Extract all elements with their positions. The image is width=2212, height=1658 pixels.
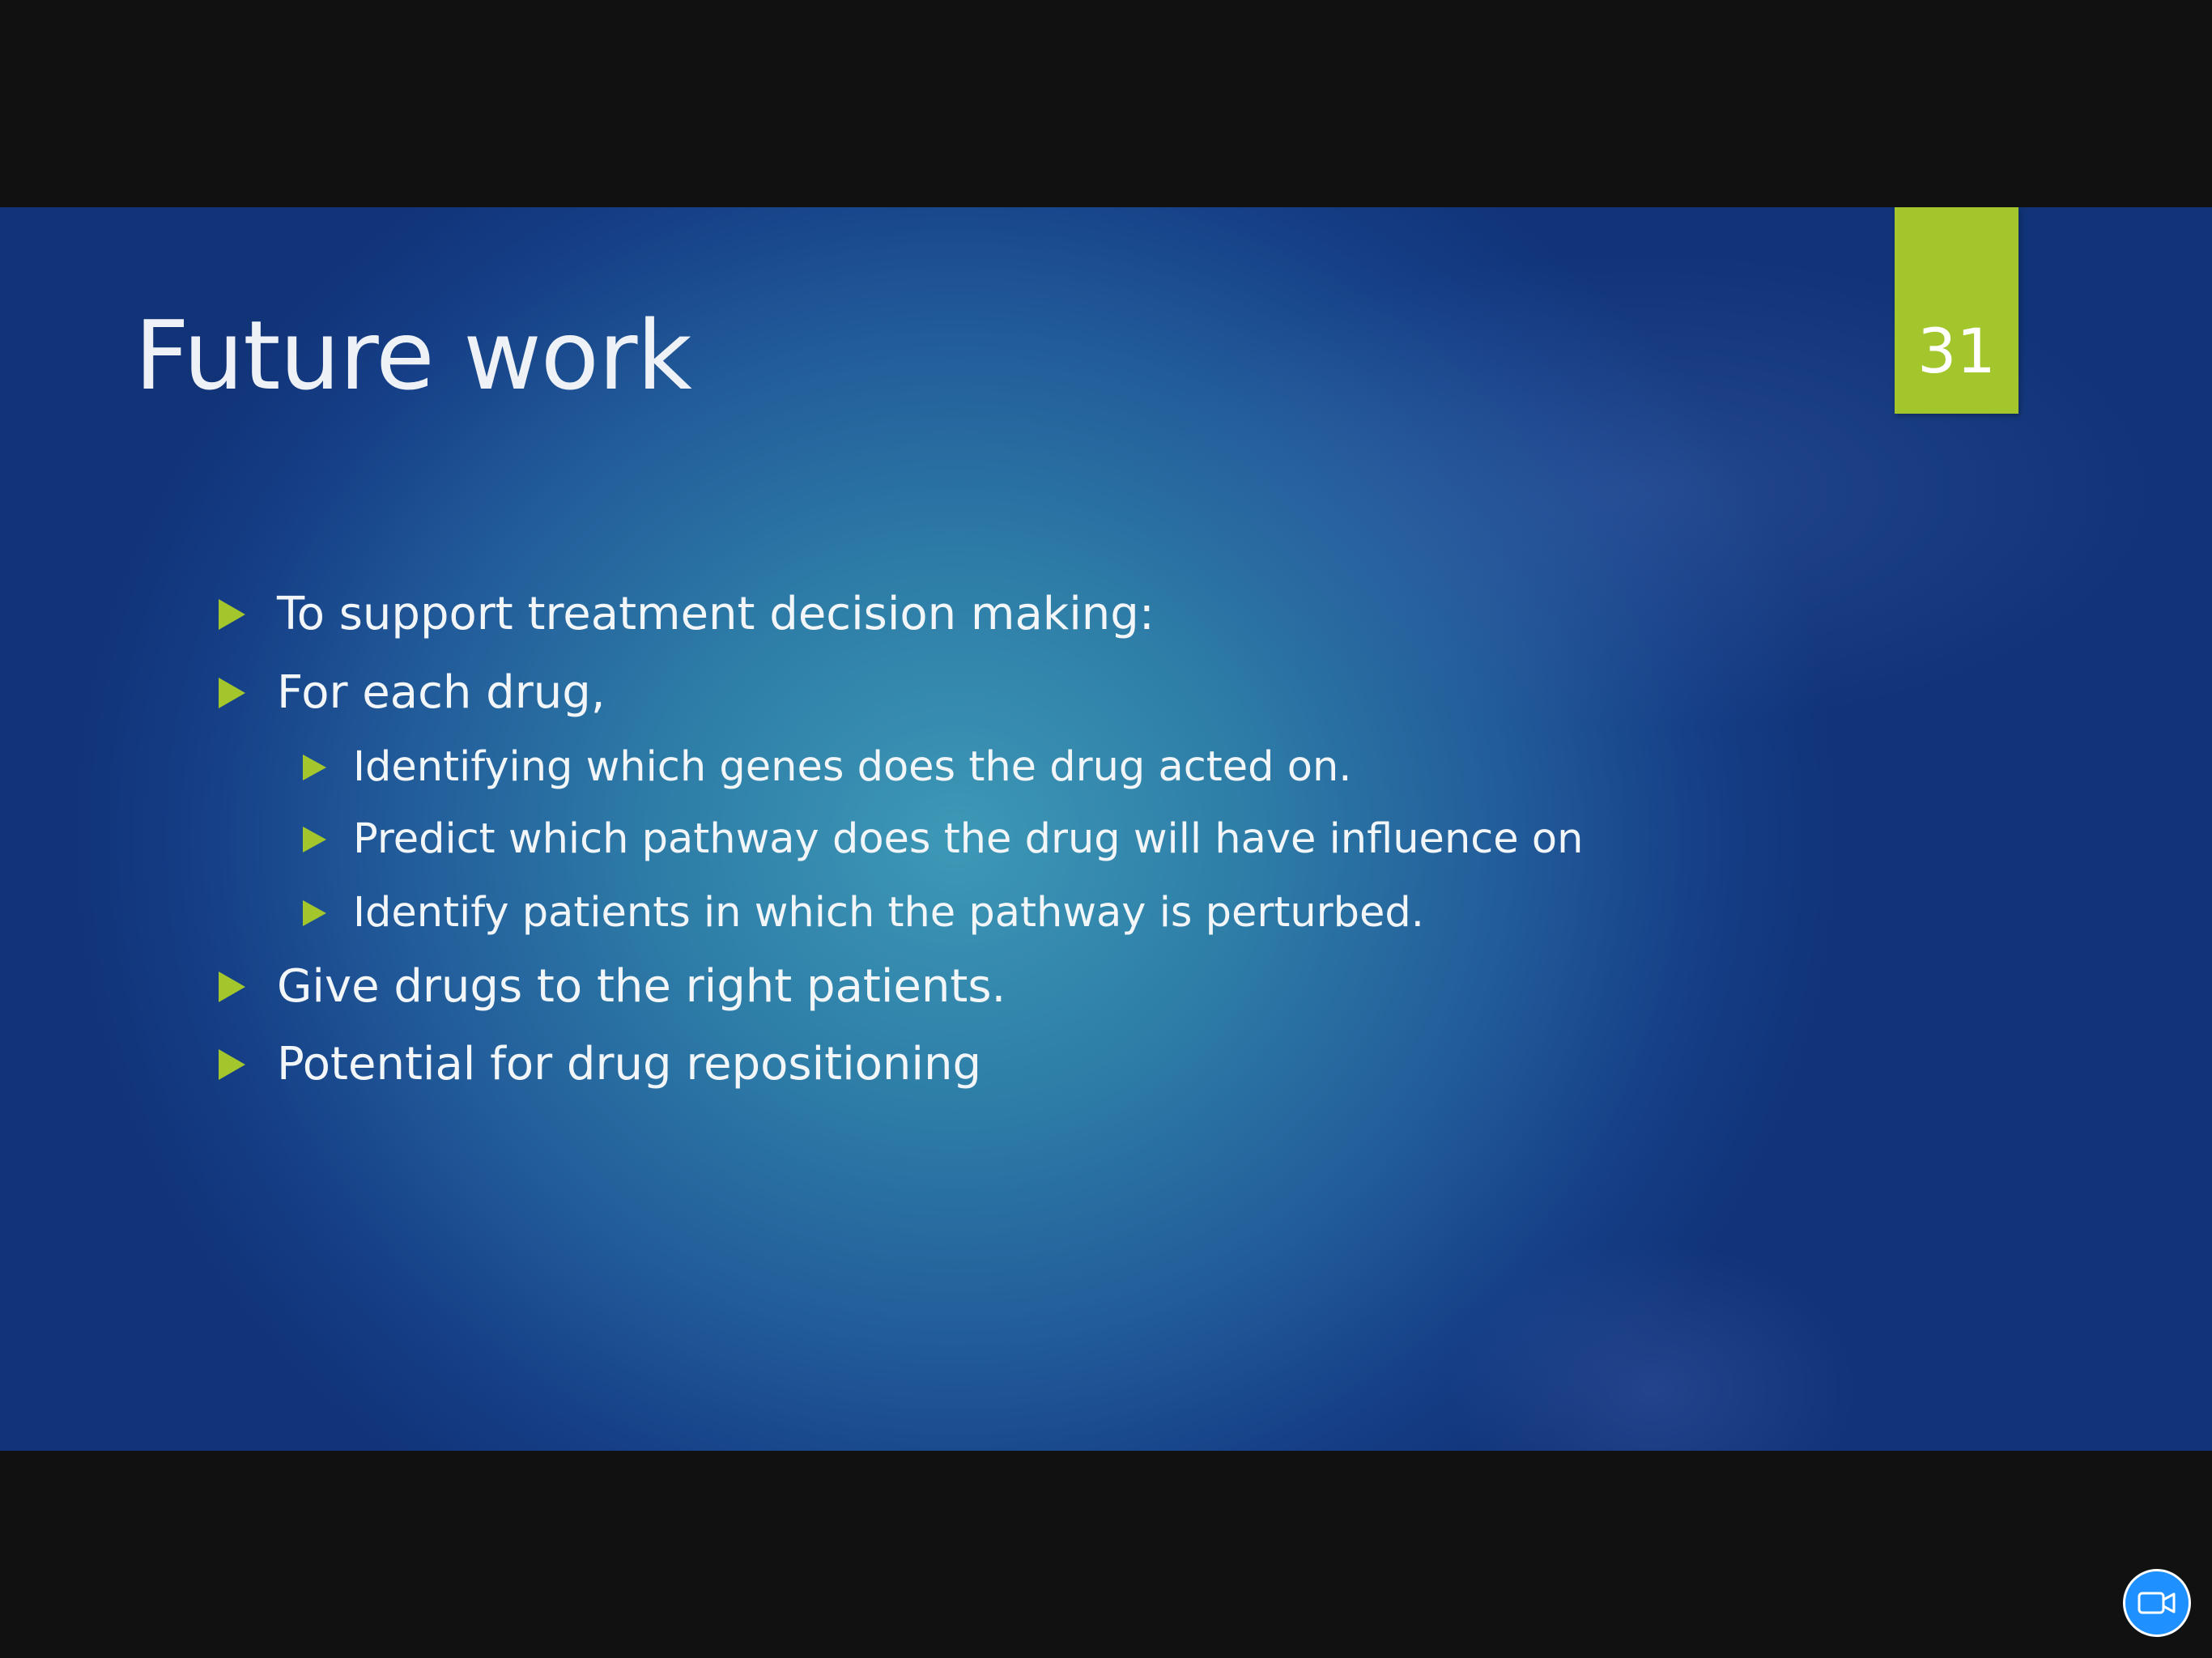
triangle-right-icon [219, 971, 245, 1002]
triangle-right-icon [303, 754, 326, 780]
bullet-text: Predict which pathway does the drug will… [353, 815, 1584, 863]
sub-bullet-item: Identifying which genes does the drug ac… [303, 743, 1352, 791]
triangle-right-icon [303, 826, 326, 852]
video-camera-icon [2138, 1592, 2176, 1614]
presentation-slide: Future work 31 To support treatment deci… [0, 207, 2212, 1451]
triangle-right-icon [219, 598, 245, 630]
slide-number: 31 [1917, 315, 1996, 387]
bullet-text: Give drugs to the right patients. [277, 960, 1006, 1013]
triangle-right-icon [219, 1048, 245, 1080]
slide-title: Future work [134, 300, 692, 411]
bullet-text: For each drug, [277, 666, 606, 719]
bullet-text: Identify patients in which the pathway i… [353, 889, 1424, 937]
bullet-item: Give drugs to the right patients. [219, 960, 1006, 1013]
bullet-text: Identifying which genes does the drug ac… [353, 743, 1352, 791]
slide-number-badge: 31 [1895, 207, 2018, 414]
triangle-right-icon [219, 677, 245, 708]
bullet-item: To support treatment decision making: [219, 588, 1155, 640]
video-camera-button[interactable] [2123, 1569, 2191, 1637]
sub-bullet-item: Predict which pathway does the drug will… [303, 815, 1583, 863]
bullet-text: To support treatment decision making: [277, 588, 1155, 640]
bullet-item: For each drug, [219, 666, 606, 719]
bullet-text: Potential for drug repositioning [277, 1038, 981, 1090]
sub-bullet-item: Identify patients in which the pathway i… [303, 889, 1424, 937]
bullet-item: Potential for drug repositioning [219, 1038, 981, 1090]
bullet-list: To support treatment decision making: Fo… [0, 207, 2212, 1451]
triangle-right-icon [303, 899, 326, 926]
